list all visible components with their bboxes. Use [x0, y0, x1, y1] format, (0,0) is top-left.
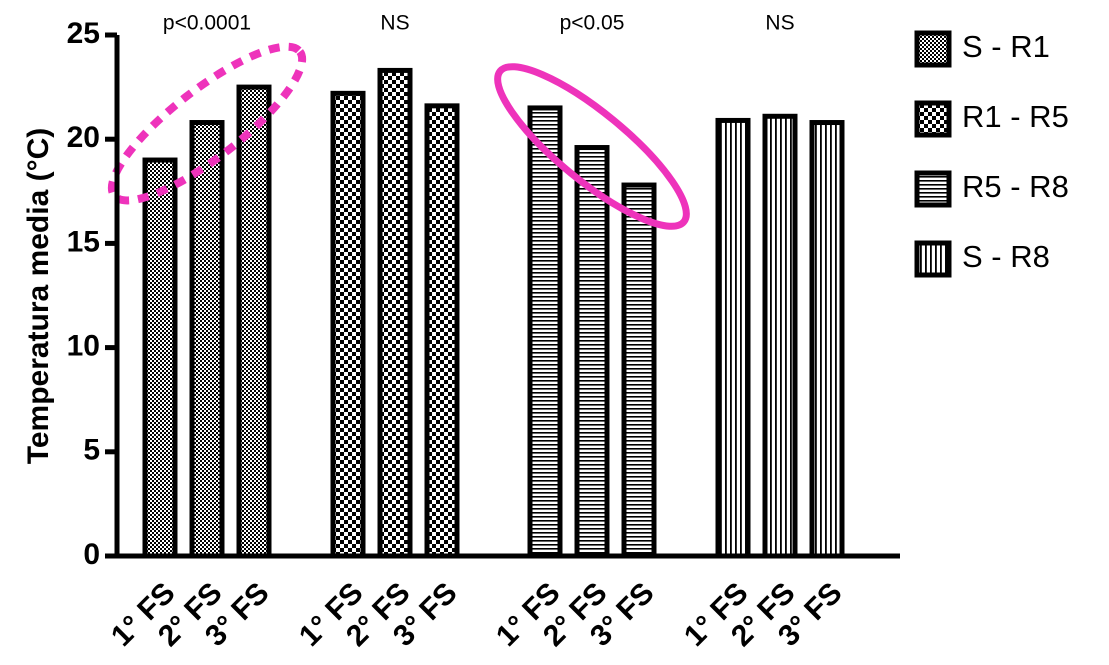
legend-swatch — [914, 170, 952, 208]
bar — [330, 90, 366, 559]
legend-label: S - R8 — [962, 239, 1050, 274]
x-axis-tick-labels: 1° FS2° FS3° FS 1° FS2° FS3° FS 1° FS2° FS… — [105, 576, 849, 653]
bar — [621, 182, 657, 559]
significance-label: p<0.05 — [560, 12, 625, 35]
significance-label: p<0.0001 — [163, 12, 251, 35]
highlight-ellipses — [107, 42, 690, 230]
legend-label: R5 - R8 — [962, 169, 1069, 204]
significance-label: NS — [765, 12, 794, 35]
y-axis-label: Temperatura media (°C) — [22, 128, 55, 465]
bars — [142, 67, 845, 559]
legend-swatch — [914, 240, 952, 278]
bar — [527, 105, 563, 559]
highlight-ellipse — [494, 63, 690, 230]
significance-label: NS — [380, 12, 409, 35]
y-tick-label: 0 — [83, 538, 100, 571]
bar — [762, 113, 798, 559]
highlight-ellipse — [107, 42, 307, 205]
bar — [809, 120, 845, 559]
significance-annotations: p<0.0001 NS p<0.05 NS — [163, 12, 795, 35]
y-tick-label: 25 — [67, 17, 100, 50]
bar — [715, 117, 751, 559]
y-axis-ticks: 0 5 10 15 20 25 — [67, 17, 117, 571]
legend: S - R1 R1 - R5 R5 - R8 S - R8 — [914, 29, 1069, 278]
legend-label: S - R1 — [962, 29, 1050, 64]
y-tick-label: 5 — [83, 434, 100, 467]
bar — [142, 157, 178, 559]
y-tick-label: 20 — [67, 121, 100, 154]
y-tick-label: 15 — [67, 225, 100, 258]
legend-swatch — [914, 100, 952, 138]
y-tick-label: 10 — [67, 330, 100, 363]
bar — [574, 145, 610, 559]
bar — [377, 67, 413, 559]
bar — [424, 103, 460, 559]
bar — [236, 84, 272, 559]
legend-swatch — [914, 30, 952, 68]
legend-label: R1 - R5 — [962, 99, 1069, 134]
bar — [189, 120, 225, 559]
